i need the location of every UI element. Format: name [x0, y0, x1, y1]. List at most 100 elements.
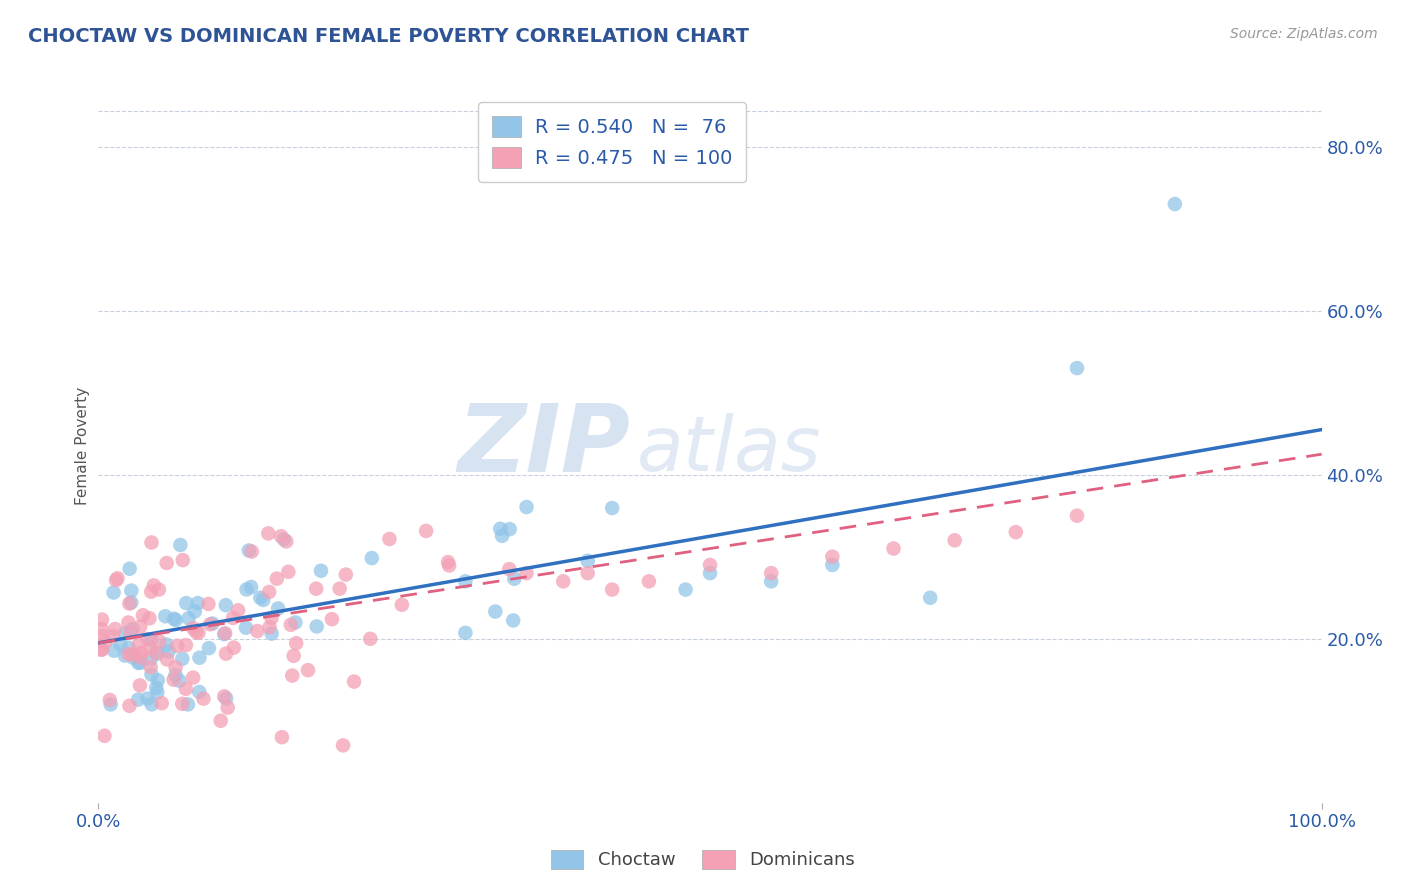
Point [91, 629, 114, 643]
Point [141, 667, 163, 681]
Point [156, 556, 179, 570]
Point [90, 622, 112, 636]
Point [107, 571, 129, 585]
Point [222, 640, 245, 655]
Point [503, 572, 526, 586]
Point [198, 641, 221, 656]
Point [163, 612, 186, 626]
Point [217, 700, 239, 714]
Point [141, 632, 163, 647]
Point [136, 691, 159, 706]
Point [576, 554, 599, 568]
Point [761, 574, 783, 589]
Point [122, 651, 145, 665]
Point [214, 626, 236, 640]
Point [270, 529, 292, 543]
Point [146, 685, 169, 699]
Point [498, 522, 520, 536]
Point [157, 644, 180, 658]
Point [105, 573, 128, 587]
Point [276, 534, 298, 549]
Point [260, 611, 283, 625]
Point [177, 611, 200, 625]
Point [920, 591, 942, 605]
Point [162, 673, 184, 687]
Point [165, 660, 187, 674]
Point [378, 532, 401, 546]
Point [359, 632, 381, 646]
Point [129, 678, 152, 692]
Text: CHOCTAW VS DOMINICAN FEMALE POVERTY CORRELATION CHART: CHOCTAW VS DOMINICAN FEMALE POVERTY CORR… [28, 27, 749, 45]
Point [103, 643, 125, 657]
Point [148, 634, 170, 648]
Point [273, 533, 295, 547]
Point [600, 501, 623, 516]
Point [181, 621, 204, 635]
Point [177, 698, 200, 712]
Point [454, 625, 477, 640]
Point [139, 652, 162, 666]
Point [104, 622, 127, 636]
Legend: R = 0.540   N =  76, R = 0.475   N = 100: R = 0.540 N = 76, R = 0.475 N = 100 [478, 103, 745, 182]
Point [240, 544, 263, 558]
Point [1066, 508, 1088, 523]
Point [209, 714, 232, 728]
Point [118, 647, 141, 661]
Point [222, 611, 245, 625]
Point [699, 558, 721, 572]
Point [139, 660, 162, 674]
Point [166, 639, 188, 653]
Point [332, 739, 354, 753]
Point [139, 641, 162, 656]
Point [146, 673, 169, 688]
Point [165, 613, 187, 627]
Point [174, 638, 197, 652]
Point [129, 620, 152, 634]
Point [305, 582, 328, 596]
Point [118, 640, 141, 655]
Point [600, 582, 623, 597]
Point [277, 565, 299, 579]
Point [172, 697, 194, 711]
Point [172, 553, 194, 567]
Point [172, 652, 194, 666]
Point [515, 566, 537, 581]
Point [188, 650, 211, 665]
Point [94, 635, 117, 649]
Point [150, 696, 173, 710]
Point [145, 646, 167, 660]
Point [638, 574, 661, 589]
Point [212, 627, 235, 641]
Point [305, 619, 328, 633]
Point [117, 615, 139, 630]
Point [174, 681, 197, 696]
Text: ZIP: ZIP [457, 400, 630, 492]
Point [141, 698, 163, 712]
Point [235, 582, 257, 597]
Point [309, 564, 332, 578]
Point [270, 730, 294, 744]
Point [184, 604, 207, 618]
Point [187, 625, 209, 640]
Point [114, 648, 136, 663]
Point [329, 582, 352, 596]
Point [821, 549, 844, 564]
Point [141, 535, 163, 549]
Point [193, 691, 215, 706]
Point [226, 603, 249, 617]
Point [110, 637, 132, 651]
Point [132, 608, 155, 623]
Point [284, 615, 307, 630]
Point [943, 533, 966, 548]
Point [360, 551, 382, 566]
Point [454, 574, 477, 589]
Point [675, 582, 697, 597]
Point [120, 625, 142, 640]
Point [212, 690, 235, 704]
Point [285, 636, 308, 650]
Point [129, 656, 152, 670]
Point [215, 647, 238, 661]
Point [121, 622, 143, 636]
Point [515, 500, 537, 514]
Point [127, 692, 149, 706]
